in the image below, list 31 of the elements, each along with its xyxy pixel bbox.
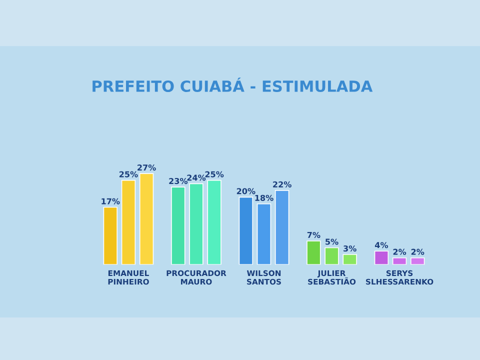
bar (274, 190, 290, 265)
data-label: 2% (411, 248, 424, 255)
bar (392, 257, 407, 265)
bar (103, 206, 118, 265)
data-label: 7% (307, 232, 320, 238)
data-label: 4% (374, 242, 388, 248)
data-label: 3% (344, 245, 356, 252)
data-label: 22% (273, 181, 292, 188)
bar (207, 180, 222, 265)
bar (306, 240, 321, 265)
data-label: 2% (393, 248, 406, 255)
bar (374, 250, 389, 265)
bar (256, 203, 272, 265)
bar (139, 173, 154, 265)
data-label: 5% (326, 238, 338, 245)
bar (342, 254, 357, 265)
bar (171, 186, 186, 265)
data-label: 25% (205, 171, 224, 178)
data-label: 24% (187, 174, 206, 181)
data-label: 25% (119, 171, 138, 178)
data-label: 27% (138, 164, 156, 171)
data-label: 23% (169, 178, 188, 184)
chart-title: PREFEITO CUIABÁ - ESTIMULADA (92, 78, 373, 92)
data-label: 17% (102, 198, 120, 204)
bar (410, 257, 425, 265)
bar (189, 183, 204, 265)
data-label: 18% (255, 194, 274, 201)
data-label: 20% (236, 188, 256, 194)
bar (238, 196, 254, 265)
bar (324, 247, 339, 265)
bar (121, 180, 136, 265)
